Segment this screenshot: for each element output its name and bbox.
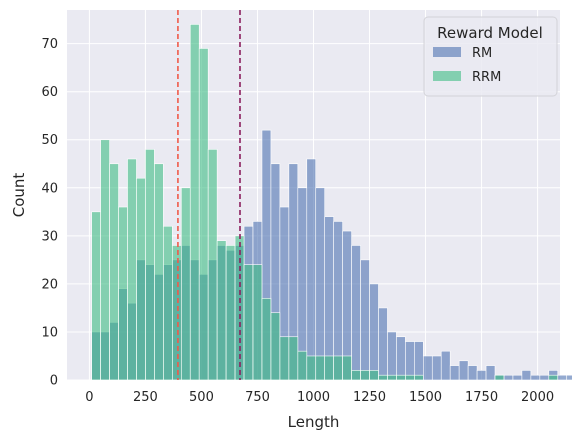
bar-rm [503,374,514,381]
y-tick-label: 20 [41,277,58,292]
bar-rrm [145,149,155,381]
y-tick-labels: 0 10 20 30 40 50 60 70 [41,37,58,388]
x-tick-label: 750 [245,390,270,405]
x-tick-labels: 0 250 500 750 1000 1250 1500 1750 2000 [85,390,554,405]
bar-rm [539,374,550,381]
bar-rm [512,374,523,381]
bar-rm [369,283,379,381]
y-tick-label: 10 [41,325,58,340]
bar-rrm [369,370,379,381]
bar-rm [405,341,415,381]
bar-rm [306,158,317,381]
bar-rrm [548,374,559,381]
bar-rrm [297,350,308,381]
legend: Reward Model RM RRM [423,16,558,97]
bar-rm [467,365,478,381]
bar-rm [423,355,433,381]
bar-rrm [189,24,200,381]
reference-lines [177,10,241,380]
x-tick-label: 1250 [353,390,386,405]
bar-rrm [270,312,281,381]
bar-rrm [118,206,128,381]
bar-rrm [91,211,101,381]
bar-rrm [342,355,352,381]
bar-rrm [333,355,343,381]
bar-rm [458,360,469,381]
bar-rrm [100,139,110,381]
legend-title: Reward Model [437,24,543,42]
bar-rrm [387,374,397,381]
legend-swatch-rrm [433,71,461,81]
bar-rm [324,216,334,381]
bar-rm [476,370,487,381]
bar-rrm [225,245,236,381]
bar-rm [351,245,361,381]
bar-rrm [405,374,415,381]
bar-rm [315,187,326,381]
x-tick-label: 1000 [297,390,330,405]
bar-rm [360,259,370,381]
x-axis-label: Length [288,413,340,431]
bar-rm [440,350,451,381]
bar-rrm [414,374,424,381]
y-tick-label: 0 [50,374,58,389]
bar-rrm [324,355,334,381]
bar-rrm [494,374,505,381]
x-tick-label: 500 [189,390,214,405]
bar-rm [566,374,572,381]
x-tick-label: 0 [85,390,93,405]
bar-rrm [279,336,290,381]
x-tick-label: 250 [133,390,158,405]
bar-rrm [180,187,191,381]
bar-rrm [252,264,263,381]
bar-rm [449,365,460,381]
bar-rm [378,307,388,381]
bar-rrm [163,225,173,381]
y-tick-label: 60 [41,85,58,100]
bar-rrm [136,177,146,381]
bar-rrm [172,245,182,381]
bar-rm [431,355,442,381]
y-tick-label: 70 [41,37,58,52]
bar-rm [396,336,406,381]
y-tick-label: 40 [41,181,58,196]
bar-rrm [396,374,406,381]
bar-rrm [288,336,299,381]
legend-swatch-rm [433,47,461,57]
bar-rm [414,341,424,381]
x-tick-label: 1750 [465,390,498,405]
legend-label-rm: RM [472,46,492,61]
bar-rrm [207,149,218,381]
bar-rrm [261,298,272,381]
bar-rrm [306,355,317,381]
bar-rm [557,374,568,381]
bar-rrm [243,264,254,381]
bar-rrm [360,370,370,381]
bar-rm [485,365,496,381]
bar-rrm [198,48,209,381]
x-tick-label: 2000 [521,390,554,405]
bar-rm [387,331,397,381]
legend-label-rrm: RRM [472,70,501,85]
bar-rrm [315,355,326,381]
y-tick-label: 30 [41,229,58,244]
bar-rrm [127,158,137,381]
bar-rrm [216,240,227,381]
bar-rm [521,370,532,381]
bar-rrm [351,370,361,381]
bar-rrm [109,163,119,381]
x-tick-label: 1500 [409,390,442,405]
y-tick-label: 50 [41,133,58,148]
bar-rm [530,374,541,381]
y-axis-label: Count [10,173,28,218]
bar-rrm [154,163,164,381]
bar-rrm [378,374,388,381]
